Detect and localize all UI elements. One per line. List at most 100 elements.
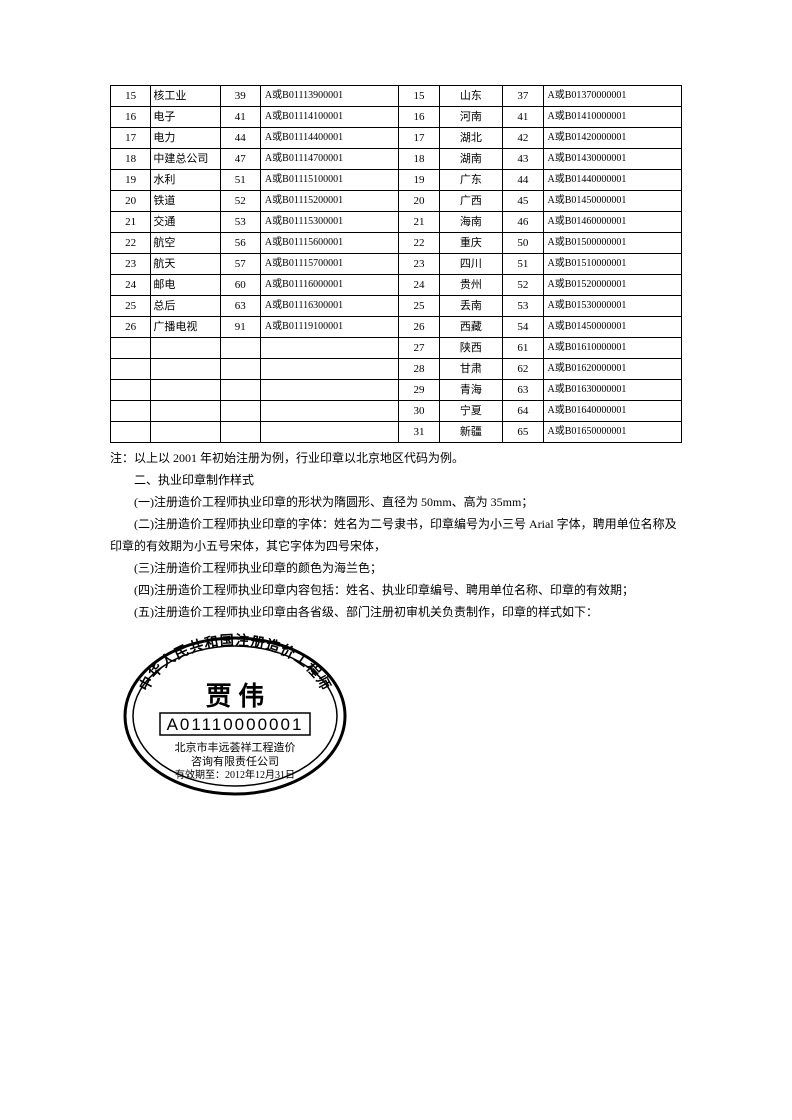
table-row: 18中建总公司47A或B0111470000118湖南43A或B01430000…	[111, 149, 682, 170]
cell-right-index: 30	[399, 401, 439, 422]
cell-right-number: A或B01460000001	[543, 212, 682, 233]
cell-right-index: 28	[399, 359, 439, 380]
cell-right-code: 53	[503, 296, 543, 317]
cell-left-name: 核工业	[151, 86, 220, 107]
cell-left-name: 航空	[151, 233, 220, 254]
cell-left-name: 广播电视	[151, 317, 220, 338]
cell-left-name: 水利	[151, 170, 220, 191]
cell-right-name: 山东	[439, 86, 502, 107]
table-row: 30宁夏64A或B01640000001	[111, 401, 682, 422]
code-table: 15核工业39A或B0111390000115山东37A或B0137000000…	[110, 85, 682, 443]
cell-left-code: 52	[220, 191, 260, 212]
cell-right-name: 甘肃	[439, 359, 502, 380]
table-row: 17电力44A或B0111440000117湖北42A或B01420000001	[111, 128, 682, 149]
cell-right-number: A或B01440000001	[543, 170, 682, 191]
cell-left-name: 铁道	[151, 191, 220, 212]
table-row: 15核工业39A或B0111390000115山东37A或B0137000000…	[111, 86, 682, 107]
cell-right-code: 65	[503, 422, 543, 443]
cell-right-number: A或B01410000001	[543, 107, 682, 128]
cell-left-name: 交通	[151, 212, 220, 233]
cell-right-name: 四川	[439, 254, 502, 275]
cell-left-name: 航天	[151, 254, 220, 275]
cell-left-number	[260, 359, 398, 380]
cell-right-index: 19	[399, 170, 439, 191]
table-row: 26广播电视91A或B0111910000126西藏54A或B014500000…	[111, 317, 682, 338]
cell-right-number: A或B01500000001	[543, 233, 682, 254]
cell-left-code	[220, 359, 260, 380]
stamp-org-line2: 咨询有限责任公司	[191, 754, 279, 768]
cell-right-name: 青海	[439, 380, 502, 401]
cell-right-number: A或B01450000001	[543, 317, 682, 338]
cell-left-index: 19	[111, 170, 151, 191]
cell-right-number: A或B01510000001	[543, 254, 682, 275]
table-row: 29青海63A或B01630000001	[111, 380, 682, 401]
stamp-name: 贾 伟	[206, 682, 265, 711]
cell-right-number: A或B01450000001	[543, 191, 682, 212]
cell-right-name: 海南	[439, 212, 502, 233]
cell-right-code: 62	[503, 359, 543, 380]
cell-right-index: 26	[399, 317, 439, 338]
cell-left-code: 56	[220, 233, 260, 254]
cell-right-index: 23	[399, 254, 439, 275]
cell-right-name: 贵州	[439, 275, 502, 296]
cell-right-name: 重庆	[439, 233, 502, 254]
cell-left-number	[260, 380, 398, 401]
cell-left-code: 60	[220, 275, 260, 296]
note-text: (四)注册造价工程师执业印章内容包括：姓名、执业印章编号、聘用单位名称、印章的有…	[134, 583, 634, 597]
cell-right-code: 41	[503, 107, 543, 128]
cell-right-code: 45	[503, 191, 543, 212]
cell-left-name: 邮电	[151, 275, 220, 296]
cell-left-code: 39	[220, 86, 260, 107]
cell-right-name: 西藏	[439, 317, 502, 338]
cell-right-code: 43	[503, 149, 543, 170]
cell-right-index: 31	[399, 422, 439, 443]
cell-right-index: 25	[399, 296, 439, 317]
cell-left-number: A或B01115300001	[260, 212, 398, 233]
cell-left-code: 63	[220, 296, 260, 317]
cell-right-number: A或B01530000001	[543, 296, 682, 317]
cell-left-code: 41	[220, 107, 260, 128]
cell-right-number: A或B01620000001	[543, 359, 682, 380]
cell-left-number: A或B01115700001	[260, 254, 398, 275]
cell-right-code: 42	[503, 128, 543, 149]
cell-left-code: 57	[220, 254, 260, 275]
cell-right-code: 61	[503, 338, 543, 359]
cell-left-name	[151, 401, 220, 422]
cell-left-number: A或B01115200001	[260, 191, 398, 212]
cell-right-name: 新疆	[439, 422, 502, 443]
cell-right-code: 46	[503, 212, 543, 233]
table-row: 20铁道52A或B0111520000120广西45A或B01450000001	[111, 191, 682, 212]
cell-left-number	[260, 401, 398, 422]
cell-left-index	[111, 359, 151, 380]
cell-left-code: 44	[220, 128, 260, 149]
note-text: (二)注册造价工程师执业印章的字体：姓名为二号隶书，印章编号为小三号 Arial…	[110, 517, 677, 553]
document-page: 15核工业39A或B0111390000115山东37A或B0137000000…	[0, 0, 792, 1120]
cell-left-number	[260, 338, 398, 359]
cell-right-index: 27	[399, 338, 439, 359]
cell-right-name: 广西	[439, 191, 502, 212]
cell-left-index: 18	[111, 149, 151, 170]
cell-right-number: A或B01640000001	[543, 401, 682, 422]
cell-left-code	[220, 422, 260, 443]
cell-left-number: A或B01113900001	[260, 86, 398, 107]
table-row: 19水利51A或B0111510000119广东44A或B01440000001	[111, 170, 682, 191]
cell-right-code: 54	[503, 317, 543, 338]
cell-left-name: 电力	[151, 128, 220, 149]
cell-right-index: 24	[399, 275, 439, 296]
cell-left-number: A或B01115600001	[260, 233, 398, 254]
table-row: 16电子41A或B0111410000116河南41A或B01410000001	[111, 107, 682, 128]
cell-left-index	[111, 422, 151, 443]
cell-right-index: 21	[399, 212, 439, 233]
cell-left-index: 17	[111, 128, 151, 149]
note-line: (三)注册造价工程师执业印章的颜色为海兰色；	[110, 557, 682, 579]
cell-left-name	[151, 380, 220, 401]
stamp-org-line1: 北京市丰远荟祥工程造价	[175, 740, 296, 754]
notes-block: 注：以上以 2001 年初始注册为例，行业印章以北京地区代码为例。 二、执业印章…	[110, 447, 682, 623]
cell-right-code: 63	[503, 380, 543, 401]
cell-left-index: 25	[111, 296, 151, 317]
cell-left-number: A或B01119100001	[260, 317, 398, 338]
cell-left-number: A或B01116300001	[260, 296, 398, 317]
cell-left-index: 23	[111, 254, 151, 275]
cell-right-index: 15	[399, 86, 439, 107]
note-line-wrap: (五)注册造价工程师执业印章由各省级、部门注册初审机关负责制作，印章的样式如下：	[110, 601, 682, 623]
